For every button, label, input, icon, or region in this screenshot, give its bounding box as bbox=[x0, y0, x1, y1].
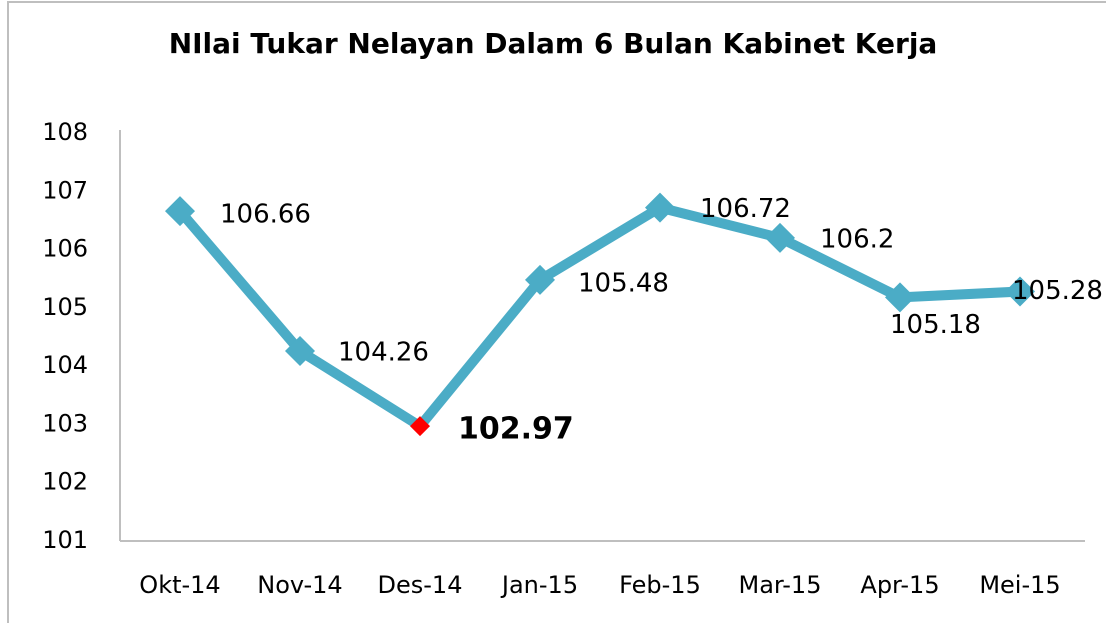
data-point bbox=[645, 192, 675, 223]
x-tick-label: Apr-15 bbox=[860, 571, 939, 599]
y-tick-label: 108 bbox=[42, 118, 88, 146]
x-tick-label: Jan-15 bbox=[500, 571, 578, 599]
x-tick-label: Mei-15 bbox=[979, 571, 1060, 599]
x-tick-label: Mar-15 bbox=[739, 571, 822, 599]
data-label: 106.66 bbox=[220, 200, 311, 230]
data-point bbox=[765, 222, 795, 253]
data-point bbox=[410, 416, 430, 437]
series-line bbox=[176, 202, 1021, 432]
data-label: 105.18 bbox=[890, 310, 981, 340]
x-tick-label: Des-14 bbox=[378, 571, 463, 599]
y-tick-label: 104 bbox=[42, 351, 88, 379]
chart-title: NIlai Tukar Nelayan Dalam 6 Bulan Kabine… bbox=[169, 27, 938, 60]
y-tick-label: 105 bbox=[42, 293, 88, 321]
data-point bbox=[1005, 276, 1035, 307]
x-tick-label: Feb-15 bbox=[619, 571, 701, 599]
data-label: 105.48 bbox=[578, 268, 669, 298]
data-point bbox=[165, 196, 195, 227]
data-label: 102.97 bbox=[458, 412, 574, 447]
y-tick-label: 107 bbox=[42, 176, 88, 204]
data-label: 106.2 bbox=[820, 224, 894, 254]
data-point bbox=[525, 264, 555, 295]
x-tick-label: Nov-14 bbox=[257, 571, 342, 599]
data-label: 105.28 bbox=[1012, 276, 1103, 306]
data-label: 104.26 bbox=[338, 337, 429, 367]
x-tick-label: Okt-14 bbox=[139, 571, 220, 599]
data-point bbox=[885, 282, 915, 313]
y-tick-label: 103 bbox=[42, 409, 88, 437]
y-tick-label: 106 bbox=[42, 235, 88, 263]
y-tick-label: 101 bbox=[42, 526, 88, 554]
y-tick-label: 102 bbox=[42, 468, 88, 496]
data-point bbox=[285, 335, 315, 366]
data-label: 106.72 bbox=[700, 194, 791, 224]
chart-frame bbox=[7, 1, 1106, 623]
